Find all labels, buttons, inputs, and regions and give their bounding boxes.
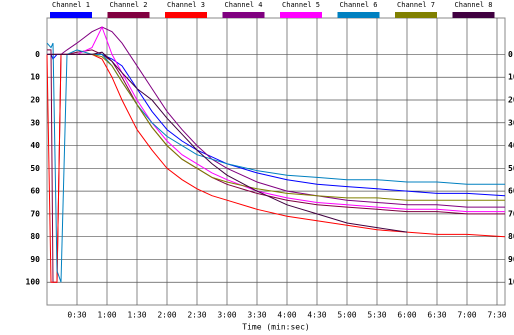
x-tick-label: 4:30 xyxy=(307,311,326,320)
legend-swatch xyxy=(107,12,150,18)
legend-label: Channel 7 xyxy=(397,1,435,9)
x-tick-label: 6:30 xyxy=(427,311,446,320)
legend-swatch xyxy=(337,12,380,18)
x-tick-label: 2:30 xyxy=(187,311,206,320)
x-tick-label: 3:00 xyxy=(217,311,236,320)
legend-swatch xyxy=(280,12,322,18)
y-tick-label: 10 xyxy=(30,73,40,82)
legend-label: Channel 4 xyxy=(225,1,263,9)
y2-tick-label: 100 xyxy=(508,278,514,287)
y2-tick-label: 80 xyxy=(508,232,514,241)
y2-tick-label: 50 xyxy=(508,164,514,173)
y-tick-label: 30 xyxy=(30,118,40,127)
y-tick-label: 70 xyxy=(30,209,40,218)
x-tick-label: 7:00 xyxy=(457,311,476,320)
y-tick-label: 20 xyxy=(30,96,40,105)
y2-tick-label: 10 xyxy=(508,73,514,82)
legend-swatch xyxy=(452,12,495,18)
legend: Channel 1 Channel 2 Channel 3 Channel 4 Chan… xyxy=(50,1,495,18)
y2-tick-label: 0 xyxy=(508,50,513,59)
y-tick-label: 0 xyxy=(35,50,40,59)
x-tick-label: 2:00 xyxy=(157,311,176,320)
legend-label: Channel 5 xyxy=(282,1,320,9)
legend-label: Channel 2 xyxy=(110,1,148,9)
plot-area xyxy=(46,17,506,306)
legend-label: Channel 3 xyxy=(167,1,205,9)
y-tick-label: 100 xyxy=(26,278,41,287)
series-line xyxy=(47,26,505,208)
x-tick-label: 1:00 xyxy=(97,311,116,320)
legend-swatch xyxy=(222,12,265,18)
x-tick-label: 7:30 xyxy=(487,311,506,320)
legend-label: Channel 1 xyxy=(52,1,90,9)
legend-swatch xyxy=(165,12,207,18)
y-tick-label: 60 xyxy=(30,187,40,196)
legend-label: Channel 6 xyxy=(340,1,378,9)
x-tick-label: 5:30 xyxy=(367,311,386,320)
y-tick-label: 50 xyxy=(30,164,40,173)
y-tick-label: 40 xyxy=(30,141,40,150)
y2-tick-label: 60 xyxy=(508,187,514,196)
y2-tick-label: 20 xyxy=(508,96,514,105)
legend-label: Channel 8 xyxy=(455,1,493,9)
y-tick-label: 90 xyxy=(30,255,40,264)
y2-tick-label: 90 xyxy=(508,255,514,264)
y2-tick-label: 30 xyxy=(508,118,514,127)
x-tick-label: 4:00 xyxy=(277,311,296,320)
x-tick-label: 1:30 xyxy=(127,311,146,320)
legend-swatch xyxy=(395,12,437,18)
x-tick-label: 0:30 xyxy=(67,311,86,320)
y2-tick-label: 40 xyxy=(508,141,514,150)
legend-swatch xyxy=(50,12,92,18)
x-tick-label: 3:30 xyxy=(247,311,266,320)
y2-tick-label: 70 xyxy=(508,209,514,218)
x-tick-label: 5:00 xyxy=(337,311,356,320)
series-line xyxy=(46,42,505,283)
y-tick-label: 80 xyxy=(30,232,40,241)
series-line xyxy=(47,51,408,233)
x-tick-label: 6:00 xyxy=(397,311,416,320)
x-axis-label: Time (min:sec) xyxy=(242,323,309,332)
